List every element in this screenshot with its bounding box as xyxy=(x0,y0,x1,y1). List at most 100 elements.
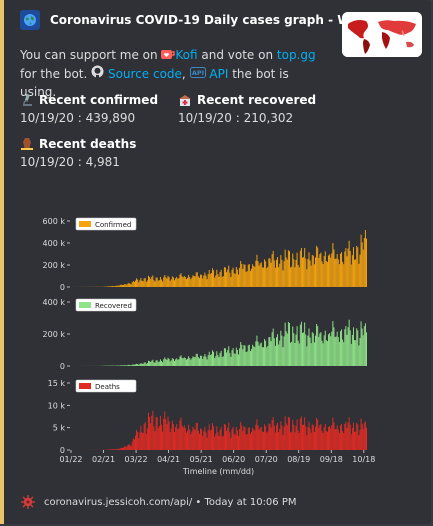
data-bar-recovered xyxy=(190,359,192,366)
data-bar-recovered xyxy=(275,337,277,366)
data-bar-confirmed xyxy=(226,272,228,287)
data-bar-confirmed xyxy=(253,265,255,287)
data-bar-deaths xyxy=(303,424,305,450)
data-bar-deaths xyxy=(354,431,356,450)
data-bar-confirmed xyxy=(251,268,253,287)
data-bar-confirmed xyxy=(113,286,115,287)
data-bar-recovered xyxy=(346,334,348,366)
data-bar-confirmed xyxy=(358,263,360,287)
data-bar-deaths xyxy=(253,429,255,450)
data-bar-confirmed xyxy=(139,280,141,287)
data-bar-recovered xyxy=(124,365,126,366)
data-bar-confirmed xyxy=(243,264,245,287)
data-bar-recovered xyxy=(356,328,358,366)
data-bar-confirmed xyxy=(257,261,259,287)
data-bar-recovered xyxy=(300,321,302,366)
field-value: 10/19/20 : 4,981 xyxy=(20,155,120,169)
data-bar-confirmed xyxy=(107,286,109,287)
data-bar-recovered xyxy=(312,333,314,366)
x-tick-label: 01/22 xyxy=(59,455,82,464)
data-bar-confirmed xyxy=(131,282,133,287)
data-bar-confirmed xyxy=(320,252,322,287)
data-bar-confirmed xyxy=(288,251,290,287)
data-bar-deaths xyxy=(197,430,199,450)
data-bar-recovered xyxy=(255,341,257,366)
data-bar-confirmed xyxy=(338,264,340,287)
data-bar-deaths xyxy=(351,428,353,450)
data-bar-confirmed xyxy=(151,276,153,287)
data-bar-confirmed xyxy=(192,275,194,287)
data-bar-recovered xyxy=(268,337,270,366)
data-bar-deaths xyxy=(150,423,152,450)
data-bar-recovered xyxy=(133,364,135,366)
data-bar-recovered xyxy=(220,350,222,366)
data-bar-recovered xyxy=(279,340,281,366)
data-bar-recovered xyxy=(136,363,138,366)
data-bar-confirmed xyxy=(170,279,172,287)
data-bar-confirmed xyxy=(323,256,325,287)
data-bar-deaths xyxy=(206,437,208,450)
data-bar-recovered xyxy=(330,336,332,366)
api-link[interactable]: API xyxy=(209,66,229,81)
data-bar-deaths xyxy=(262,431,264,450)
y-tick-label: 10 k xyxy=(48,401,66,410)
data-bar-recovered xyxy=(141,363,143,366)
data-bar-confirmed xyxy=(364,230,366,287)
data-bar-recovered xyxy=(234,353,236,366)
data-bar-confirmed xyxy=(275,259,277,287)
data-bar-deaths xyxy=(163,418,165,450)
data-bar-recovered xyxy=(180,355,182,366)
data-bar-recovered xyxy=(322,343,324,366)
data-bar-confirmed xyxy=(316,245,318,287)
data-bar-recovered xyxy=(174,360,176,366)
data-bar-confirmed xyxy=(108,286,110,287)
data-bar-confirmed xyxy=(317,247,319,287)
topgg-link[interactable]: top.gg xyxy=(276,48,316,62)
data-bar-deaths xyxy=(184,427,186,450)
data-bar-recovered xyxy=(143,362,145,366)
data-bar-deaths xyxy=(131,441,133,450)
data-bar-deaths xyxy=(366,427,367,450)
data-bar-recovered xyxy=(267,345,269,366)
data-bar-confirmed xyxy=(133,281,135,287)
data-bar-recovered xyxy=(335,336,337,366)
data-bar-recovered xyxy=(207,355,209,366)
data-bar-deaths xyxy=(203,431,205,450)
data-bar-confirmed xyxy=(200,274,202,287)
data-bar-confirmed xyxy=(178,278,180,287)
data-bar-recovered xyxy=(161,360,162,366)
data-bar-deaths xyxy=(222,435,224,450)
data-bar-recovered xyxy=(274,345,276,366)
data-bar-confirmed xyxy=(193,275,195,287)
data-bar-confirmed xyxy=(341,252,343,287)
data-bar-deaths xyxy=(256,419,258,450)
data-bar-deaths xyxy=(333,422,335,450)
x-tick-label: 05/21 xyxy=(190,455,213,464)
data-bar-recovered xyxy=(304,322,306,366)
data-bar-deaths xyxy=(341,424,343,450)
data-bar-deaths xyxy=(155,416,157,450)
data-bar-deaths xyxy=(183,425,185,450)
embed-title[interactable]: Coronavirus COVID-19 Daily cases graph -… xyxy=(50,13,377,27)
data-bar-deaths xyxy=(170,428,172,450)
data-bar-recovered xyxy=(257,341,259,366)
data-bar-deaths xyxy=(144,422,146,450)
data-bar-confirmed xyxy=(203,275,205,287)
data-bar-confirmed xyxy=(204,272,206,287)
data-bar-deaths xyxy=(336,425,338,450)
legend-swatch-recovered xyxy=(79,302,91,308)
data-bar-deaths xyxy=(274,432,276,450)
data-bar-confirmed xyxy=(176,276,178,287)
footer-text[interactable]: coronavirus.jessicoh.com/api/ xyxy=(44,496,193,508)
source-code-link[interactable]: Source code xyxy=(107,66,182,81)
kofi-link[interactable]: Kofi xyxy=(175,48,198,62)
embed-description: You can support me on Kofi and vote on t… xyxy=(20,46,320,101)
data-bar-deaths xyxy=(343,433,345,450)
data-bar-deaths xyxy=(192,426,194,450)
data-bar-confirmed xyxy=(333,249,335,287)
data-bar-confirmed xyxy=(148,275,149,287)
data-bar-recovered xyxy=(241,344,243,366)
data-bar-deaths xyxy=(255,424,257,450)
data-bar-confirmed xyxy=(252,264,254,287)
data-bar-recovered xyxy=(313,342,315,366)
